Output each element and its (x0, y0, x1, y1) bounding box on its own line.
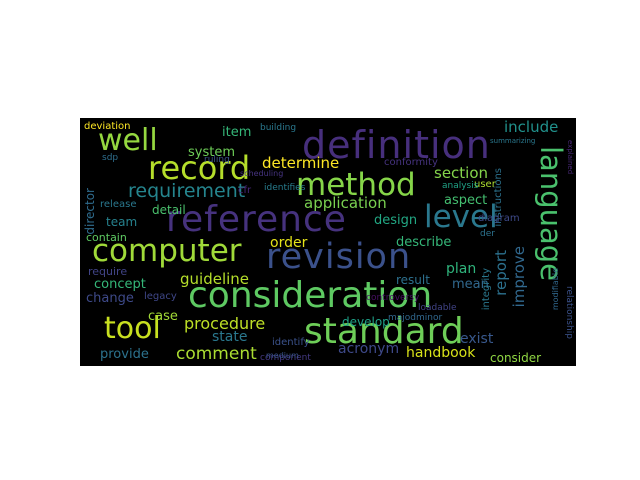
word: record (148, 149, 251, 187)
word: application (304, 194, 387, 212)
word: concept (94, 277, 146, 292)
word: case (148, 309, 178, 324)
word: majodminor (388, 313, 443, 323)
word: legacy (144, 291, 177, 302)
word: section (434, 164, 489, 182)
word: procedure (184, 314, 266, 333)
word: acronym (338, 341, 400, 357)
word: cfr (238, 185, 252, 196)
word: explained (566, 140, 574, 175)
word: director (83, 188, 97, 235)
word: detail (152, 203, 186, 217)
word: include (504, 118, 559, 136)
word: computer (92, 233, 242, 269)
word: report (492, 250, 510, 296)
word: handbook (406, 345, 476, 361)
word: revision (266, 237, 412, 277)
word: language (534, 146, 568, 282)
word: component (260, 353, 311, 363)
word: definition (302, 123, 491, 167)
word: identify (272, 337, 310, 348)
word: building (260, 123, 297, 133)
word: der (480, 229, 495, 239)
word: level (424, 199, 498, 235)
word: item (222, 125, 252, 140)
word: mean (452, 277, 489, 292)
word: scheduling (240, 169, 284, 178)
word: provide (100, 347, 149, 362)
word: exist (460, 331, 494, 347)
word-cloud: definition reference revision considerat… (80, 118, 576, 366)
word: develop (342, 315, 390, 329)
word: method (296, 167, 416, 203)
word: relationship (564, 286, 574, 339)
word: tool (104, 311, 161, 346)
word: comment (176, 344, 257, 364)
word: well (98, 123, 158, 158)
word: identifies (264, 183, 306, 193)
word: change (86, 291, 134, 306)
word: conformity (384, 157, 438, 168)
word: release (100, 199, 137, 210)
word: requirement (128, 180, 246, 202)
word: medium (266, 351, 299, 360)
word: consideration (188, 275, 433, 316)
word: system (188, 145, 235, 160)
word: state (212, 329, 248, 345)
word: reference (166, 199, 347, 240)
word: diagram (478, 213, 520, 224)
word: team (106, 215, 138, 229)
word: result (396, 273, 430, 287)
word: sdp (102, 153, 119, 163)
word: describe (396, 235, 452, 250)
word: modifiable (551, 268, 560, 311)
word: ruling (204, 155, 230, 165)
word: summarizing (490, 137, 536, 145)
word: user (474, 179, 496, 190)
word: standard (304, 311, 464, 352)
word: improve (510, 246, 528, 308)
word: plan (446, 261, 477, 277)
word: loadable (418, 303, 457, 313)
word: analysis (442, 181, 479, 191)
word: aspect (444, 193, 488, 208)
word: deviation (84, 121, 131, 132)
word: design (374, 213, 418, 228)
word: guideline (180, 270, 250, 288)
word: contain (86, 231, 127, 244)
word: require (88, 265, 128, 278)
word: integrity (481, 268, 492, 311)
word: controversy (366, 293, 420, 303)
word: order (270, 235, 308, 251)
word: determine (262, 154, 340, 172)
word: consider (490, 351, 542, 365)
